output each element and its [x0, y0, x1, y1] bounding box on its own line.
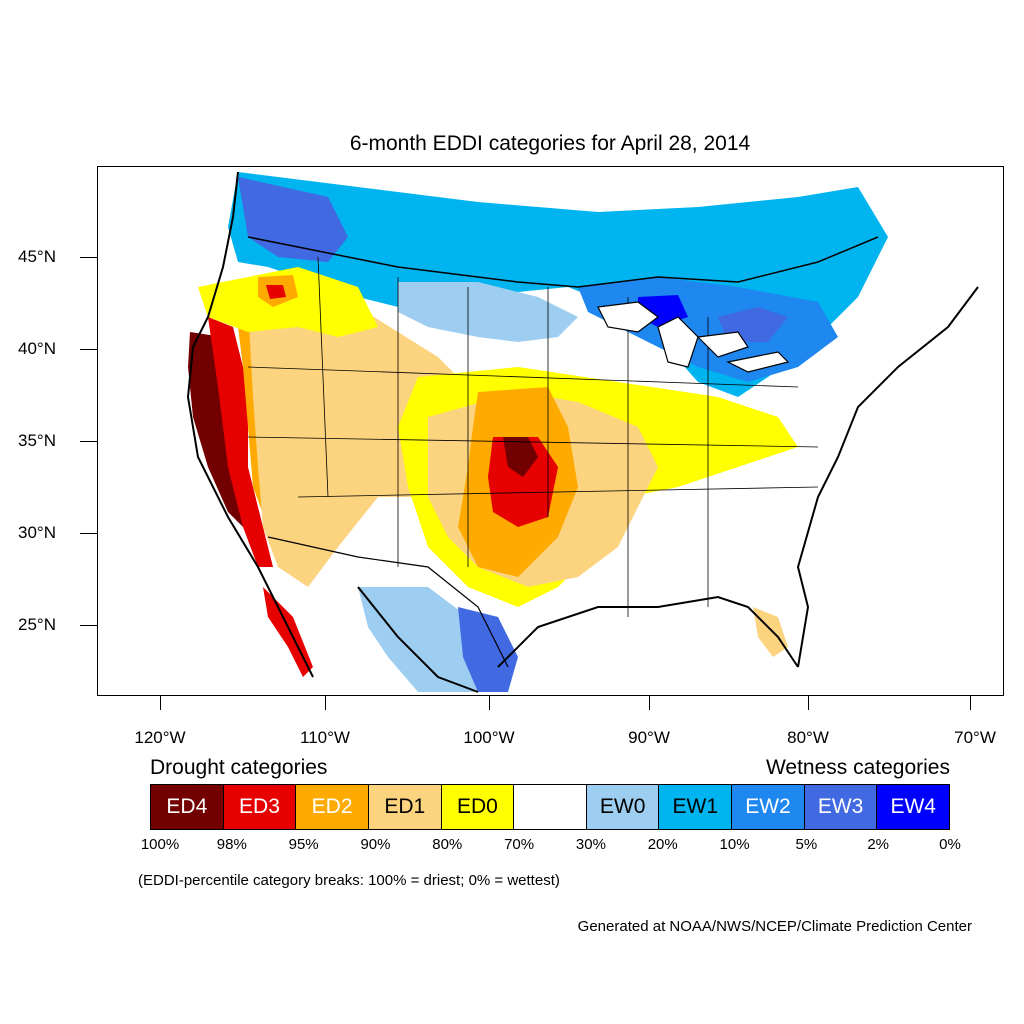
percent-break-label: 20%	[647, 836, 678, 853]
lon-label-80: 80°W	[787, 728, 829, 747]
legend-cell-ed1: ED1	[368, 785, 442, 829]
coastline-east	[796, 286, 979, 668]
region-oklahoma-ed3	[488, 437, 558, 527]
lon-tick-100	[489, 696, 490, 710]
region-north-mixed-light	[398, 282, 578, 342]
lat-tick-30	[80, 533, 97, 534]
legend-cell-ed3: ED3	[223, 785, 297, 829]
percent-break-label: 95%	[288, 836, 319, 853]
lat-tick-35	[80, 441, 97, 442]
us-mexico-border	[267, 536, 509, 668]
lat-label-35: 35°N	[18, 431, 56, 450]
lon-tick-120	[160, 696, 161, 710]
percent-break-label: 70%	[504, 836, 535, 853]
legend-colorbar: ED4 ED3 ED2 ED1 ED0 EW0 EW1 EW2 EW3 EW4	[150, 784, 950, 830]
lon-label-70: 70°W	[954, 728, 996, 747]
coastline-west	[186, 171, 314, 678]
legend-cell-ed0: ED0	[441, 785, 515, 829]
lon-tick-70	[970, 696, 971, 710]
region-florida-ed1	[753, 607, 788, 657]
percent-break-label: 90%	[360, 836, 391, 853]
legend-cell-ed2: ED2	[296, 785, 369, 829]
percent-break-label: 10%	[719, 836, 750, 853]
percent-break-label: 100%	[140, 836, 180, 853]
lat-tick-45	[80, 257, 97, 258]
percent-break-label: 80%	[432, 836, 463, 853]
percent-break-label: 30%	[575, 836, 606, 853]
region-southeast-ew0	[698, 477, 798, 587]
region-california-ed3	[208, 317, 273, 567]
lat-label-30: 30°N	[18, 523, 56, 542]
legend-cell-ed4: ED4	[151, 785, 224, 829]
lon-label-110: 110°W	[300, 728, 350, 747]
lon-tick-110	[325, 696, 326, 710]
lat-label-40: 40°N	[18, 339, 56, 358]
state-boundaries	[247, 256, 819, 617]
legend-cell-ew2: EW2	[732, 785, 805, 829]
map-canvas	[186, 171, 979, 693]
region-kansas-ed4	[503, 437, 538, 477]
legend-cell-ew4: EW4	[877, 785, 950, 829]
drought-heading: Drought categories	[150, 756, 328, 779]
region-northwest-ed0	[198, 267, 378, 337]
lat-label-25: 25°N	[18, 615, 56, 634]
lon-label-100: 100°W	[463, 728, 515, 747]
credit-line: Generated at NOAA/NWS/NCEP/Climate Predi…	[577, 918, 972, 935]
region-baja-ed3	[263, 587, 313, 677]
map-title: 6-month EDDI categories for April 28, 20…	[349, 132, 751, 155]
us-canada-border	[247, 236, 879, 288]
percent-break-label: 2%	[867, 836, 890, 853]
great-lakes-outline	[597, 301, 790, 373]
coastline-gulf	[357, 586, 799, 693]
legend-cell-neutral	[514, 785, 587, 829]
legend-cell-ew3: EW3	[804, 785, 878, 829]
eddi-map	[97, 166, 1004, 696]
lon-tick-90	[649, 696, 650, 710]
lon-tick-80	[808, 696, 809, 710]
legend-cell-ew0: EW0	[586, 785, 660, 829]
lat-tick-40	[80, 349, 97, 350]
wetness-heading: Wetness categories	[765, 756, 950, 779]
category-note: (EDDI-percentile category breaks: 100% =…	[138, 872, 560, 889]
lon-label-120: 120°W	[134, 728, 186, 747]
percent-break-label: 0%	[939, 836, 961, 853]
region-idaho-ed3	[266, 285, 286, 299]
lat-tick-25	[80, 625, 97, 626]
lon-label-90: 90°W	[628, 728, 670, 747]
legend-cell-ew1: EW1	[659, 785, 733, 829]
percent-break-label: 98%	[216, 836, 247, 853]
lat-label-45: 45°N	[18, 247, 56, 266]
region-south-texas-ew3	[458, 607, 518, 692]
percent-break-label: 5%	[795, 836, 818, 853]
